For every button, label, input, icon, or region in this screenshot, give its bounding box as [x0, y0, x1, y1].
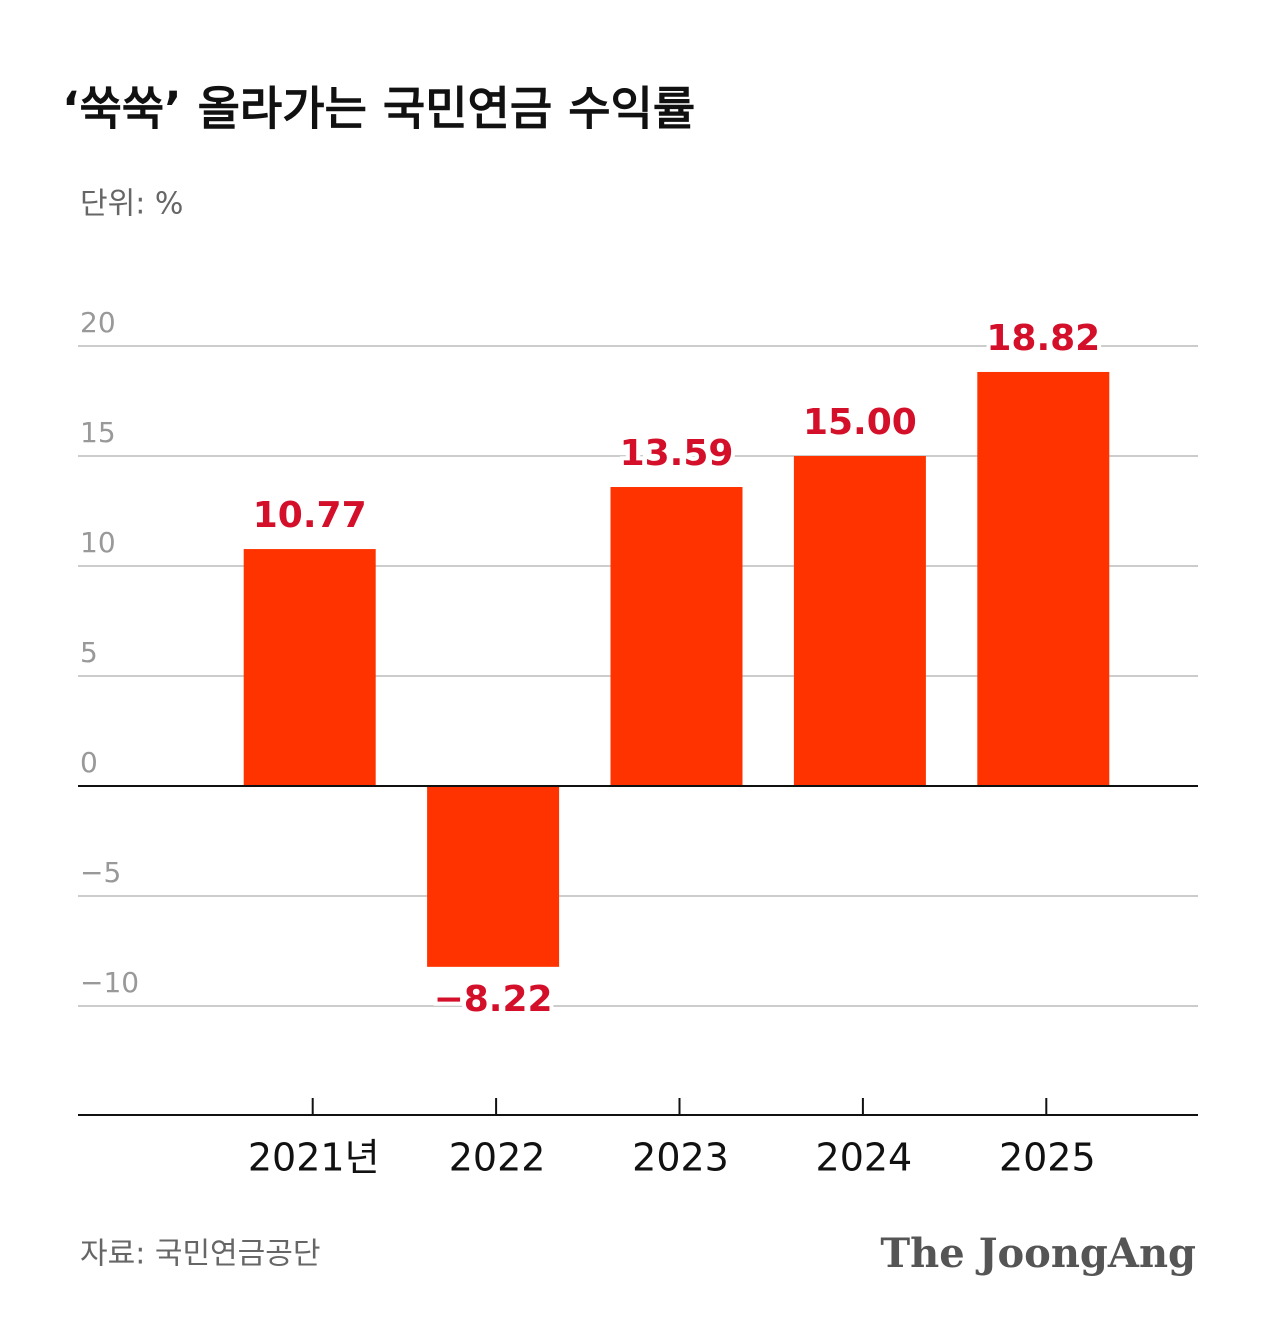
chart-title: ‘쑥쑥’ 올라가는 국민연금 수익률	[62, 82, 695, 136]
bar	[610, 487, 743, 786]
value-label: 18.82	[986, 318, 1100, 359]
x-tick-label: 2024	[816, 1136, 913, 1180]
y-tick-label: 15	[80, 416, 116, 449]
x-tick-label: 2022	[449, 1136, 546, 1180]
value-label: 10.77	[253, 495, 367, 536]
logo: The JoongAng	[880, 1230, 1196, 1277]
bar	[243, 549, 376, 786]
y-tick-label: 5	[80, 636, 98, 669]
bar	[427, 786, 560, 967]
y-tick-label: −10	[80, 966, 139, 999]
x-tick-label: 2021년	[248, 1136, 380, 1180]
y-tick-label: 0	[80, 746, 98, 779]
value-label: 15.00	[803, 402, 917, 443]
y-tick-label: 10	[80, 526, 116, 559]
x-tick-label: 2023	[632, 1136, 729, 1180]
unit-label: 단위: %	[80, 187, 183, 222]
source: 자료: 국민연금공단	[80, 1237, 320, 1272]
x-tick-label: 2025	[999, 1136, 1096, 1180]
bar	[793, 456, 926, 786]
y-tick-label: −5	[80, 856, 121, 889]
y-tick-label: 20	[80, 306, 116, 339]
value-label: −8.22	[434, 979, 553, 1020]
bar	[977, 371, 1110, 786]
value-label: 13.59	[620, 433, 734, 474]
